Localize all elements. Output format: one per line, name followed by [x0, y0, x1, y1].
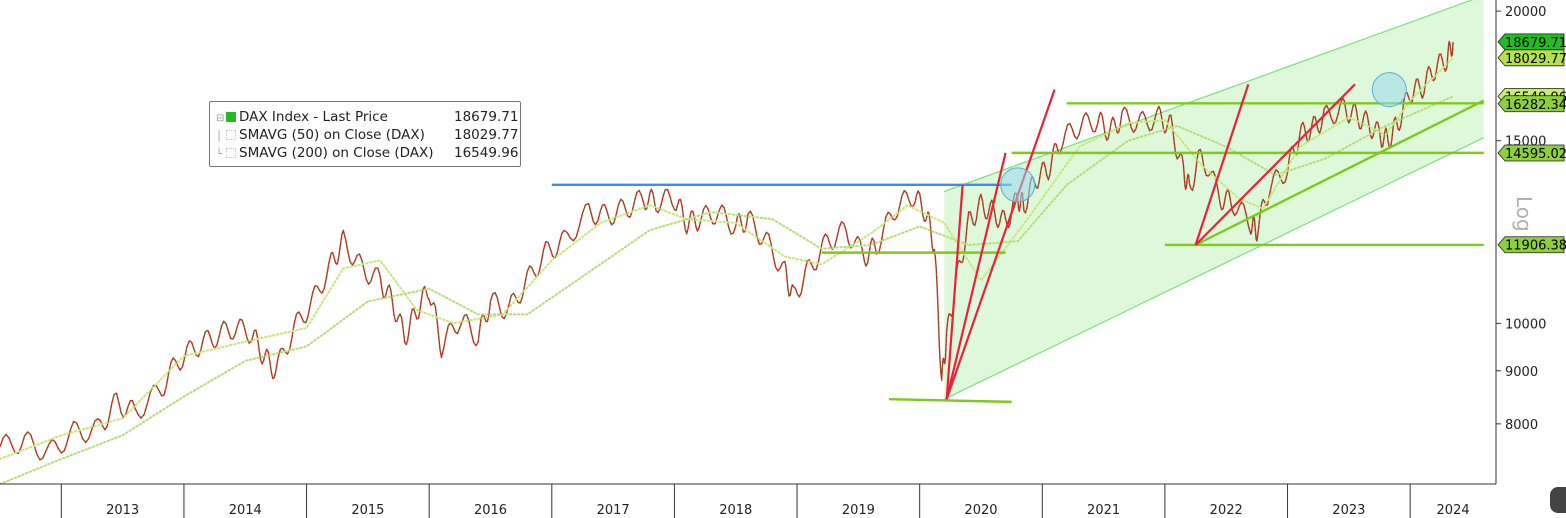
price-tag-shape [1497, 49, 1565, 67]
fan-line-4 [1194, 83, 1250, 246]
x-tick-label: 2023 [1332, 503, 1365, 518]
x-tick-label: 2024 [1437, 503, 1470, 518]
fan-line-3 [945, 89, 1056, 400]
price-tag-5: 14595.02 [1497, 144, 1566, 162]
x-tick-label: 2013 [106, 503, 139, 518]
price-tag-label: 18029.77 [1505, 52, 1566, 67]
legend: ⊟ DAX Index - Last Price 18679.71 │ SMAVG (… [209, 101, 521, 167]
series-line-price-green [0, 40, 1454, 461]
y-tick-label: 10000 [1505, 317, 1546, 332]
fan-line-2 [945, 152, 1007, 400]
y-tick-label: 8000 [1505, 418, 1538, 433]
log-scale-label: Log [1512, 196, 1536, 232]
x-tick-label: 2014 [229, 503, 262, 518]
fan-line-1 [945, 184, 964, 400]
x-tick-label: 2020 [964, 503, 997, 518]
trendlines [551, 99, 1485, 404]
price-tag-shape [1497, 144, 1565, 162]
x-tick-label: 2021 [1087, 503, 1120, 518]
axes [0, 0, 1497, 485]
channel-lower-line [943, 137, 1484, 400]
x-tick-label: 2015 [351, 503, 384, 518]
fan-lines [945, 83, 1356, 400]
y-tick-label: 20000 [1505, 5, 1546, 20]
zoom-button[interactable] [1550, 487, 1566, 513]
price-tag-label: 11906.38 [1505, 239, 1566, 254]
series-line-sma50 [0, 56, 1455, 460]
x-tick-label: 2016 [474, 503, 507, 518]
price-tag-label: 18679.71 [1505, 36, 1566, 51]
channel-fill [944, 0, 1484, 400]
price-series [0, 40, 1455, 485]
trend-channel [943, 0, 1484, 400]
price-tag-2: 18029.77 [1497, 49, 1566, 67]
price-tag-6: 11906.38 [1497, 236, 1566, 254]
series-line-sma200 [0, 95, 1455, 485]
legend-swatch-sma50 [226, 130, 236, 140]
legend-swatch-price [226, 112, 236, 122]
highlight-circle-2 [1371, 72, 1407, 108]
price-tag-label: 16282.34 [1505, 98, 1566, 113]
x-ticks: 2013 2014 2015 2016 2017 2018 2019 2020 2021 2022… [60, 484, 1470, 518]
price-tag-shape [1497, 33, 1565, 51]
price-tag-shape [1497, 95, 1565, 113]
legend-item-sma50: │ SMAVG (50) on Close (DAX) 18029.77 [216, 127, 519, 143]
legend-value-price: 18679.71 [454, 109, 519, 125]
legend-label-sma200: SMAVG (200) on Close (DAX) [239, 145, 434, 161]
legend-swatch-sma200 [226, 148, 236, 158]
legend-item-sma200: └ SMAVG (200) on Close (DAX) 16549.96 [216, 145, 519, 161]
x-tick-label: 2018 [719, 503, 752, 518]
trendline-uptrend-2022 [1195, 99, 1485, 247]
price-tags: 18679.7118029.7716549.9616282.3414595.02… [1497, 33, 1566, 254]
legend-label-sma50: SMAVG (50) on Close (DAX) [239, 127, 425, 143]
x-tick-label: 2022 [1210, 503, 1243, 518]
x-tick-label: 2017 [597, 503, 630, 518]
highlight-circles [1000, 72, 1407, 203]
y-tick-label: 9000 [1505, 365, 1538, 380]
legend-value-sma200: 16549.96 [454, 145, 519, 161]
fan-line-5 [1194, 83, 1356, 246]
price-tag-label: 14595.02 [1505, 147, 1566, 162]
price-tag-shape [1497, 236, 1565, 254]
channel-upper-line [943, 0, 1474, 193]
legend-label-price: DAX Index - Last Price [239, 109, 388, 125]
legend-value-sma50: 18029.77 [454, 127, 519, 143]
price-tag-4: 16282.34 [1497, 95, 1566, 113]
price-tag-1: 18679.71 [1497, 33, 1566, 51]
highlight-circle-1 [1000, 167, 1036, 203]
trendline-covid-low [888, 398, 1012, 404]
x-tick-label: 2019 [842, 503, 875, 518]
legend-item-price: ⊟ DAX Index - Last Price 18679.71 [216, 109, 519, 125]
